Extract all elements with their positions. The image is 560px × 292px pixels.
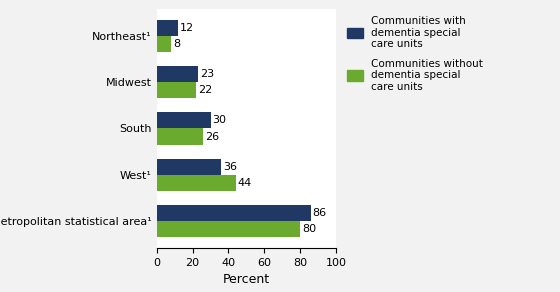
Bar [157,159,221,175]
Text: 80: 80 [302,224,316,234]
X-axis label: Percent: Percent [223,274,270,286]
Bar [157,175,236,191]
Text: 8: 8 [173,39,180,49]
Text: 22: 22 [198,85,212,95]
Bar [157,221,300,237]
Text: 44: 44 [237,178,251,188]
Text: 26: 26 [205,132,220,142]
Bar [157,66,198,82]
Bar [157,128,203,145]
Bar [157,82,196,98]
Text: 36: 36 [223,162,237,172]
Text: 12: 12 [180,23,194,33]
Bar [157,20,178,36]
Text: 86: 86 [312,208,327,218]
Text: 23: 23 [200,69,214,79]
Legend: Communities with
dementia special
care units, Communities without
dementia speci: Communities with dementia special care u… [345,14,485,94]
Text: 30: 30 [212,115,226,125]
Bar [157,205,311,221]
Bar [157,36,171,52]
Bar [157,112,211,128]
